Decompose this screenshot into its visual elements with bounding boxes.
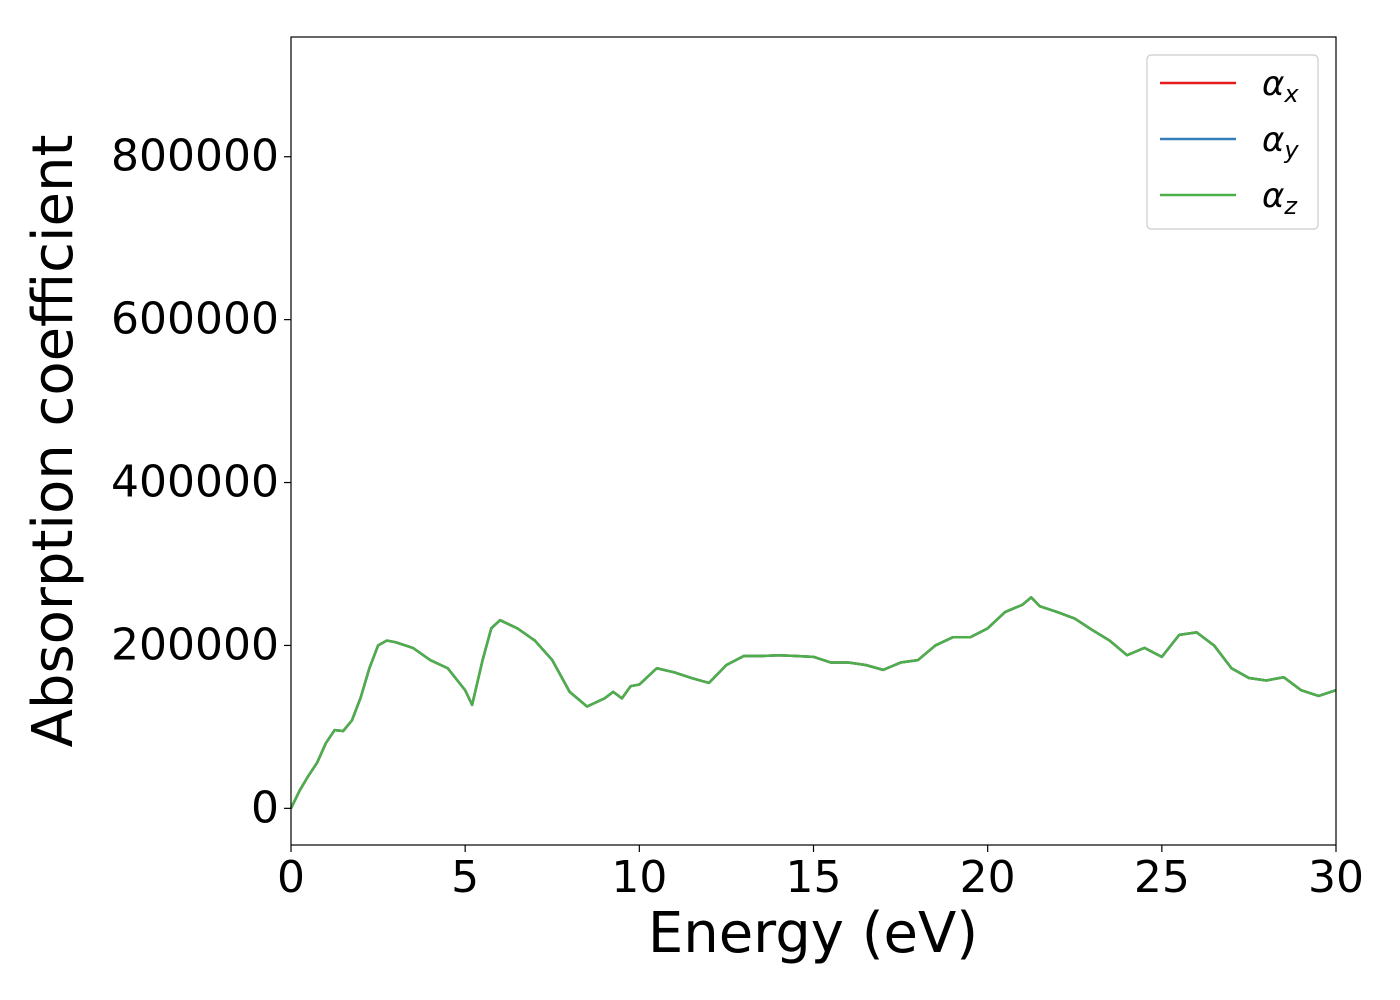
x-tick-label: 15 xyxy=(786,852,842,903)
x-tick-label: 30 xyxy=(1308,852,1364,903)
plot-frame xyxy=(290,36,1337,846)
x-tick-label: 0 xyxy=(277,852,305,903)
line xyxy=(289,596,1337,809)
line xyxy=(289,596,1337,809)
y-tick-label: 200000 xyxy=(111,619,279,670)
y-axis-label: Absorption coefficient xyxy=(21,135,86,748)
x-tick-label: 5 xyxy=(451,852,479,903)
x-tick-label: 10 xyxy=(611,852,667,903)
x-axis-label: Energy (eV) xyxy=(648,901,978,966)
legend-label: αy xyxy=(1262,120,1299,165)
x-tick-label: 25 xyxy=(1134,852,1190,903)
line xyxy=(289,596,1337,809)
y-tick-label: 400000 xyxy=(111,457,279,508)
legend-label: αz xyxy=(1262,176,1298,221)
x-tick-label: 20 xyxy=(960,852,1016,903)
y-tick-label: 600000 xyxy=(111,294,279,345)
y-tick-label: 800000 xyxy=(111,131,279,182)
y-tick-label: 0 xyxy=(251,782,279,833)
legend-box xyxy=(1146,54,1319,230)
legend-label: αx xyxy=(1262,64,1299,109)
